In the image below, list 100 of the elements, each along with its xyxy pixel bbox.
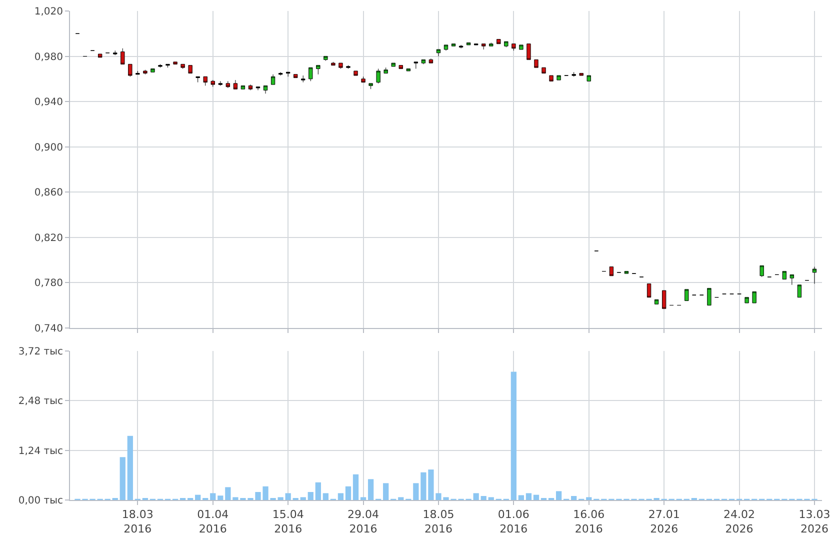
bar: [210, 493, 216, 500]
candlestick: [278, 72, 283, 76]
candlestick: [203, 76, 208, 86]
candlestick: [489, 42, 494, 46]
candlestick: [451, 44, 456, 46]
x-tick-label: 01.04 2016: [197, 508, 229, 536]
bar: [526, 493, 532, 500]
candlestick: [263, 85, 268, 94]
bar: [315, 482, 321, 500]
candlestick: [782, 271, 786, 280]
x-tick-label: 24.02 2026: [724, 508, 756, 536]
bar: [398, 497, 404, 500]
bar: [556, 491, 562, 500]
y-tick-label: 0,860: [34, 188, 63, 199]
y-tick-label: 0,00 тыс: [18, 496, 63, 507]
y-tick-label: 2,48 тыс: [18, 396, 63, 408]
bar: [383, 483, 389, 500]
x-tick-label: 01.06 2016: [498, 508, 530, 536]
candlestick: [188, 65, 192, 74]
candlestick: [579, 72, 584, 76]
candlestick: [361, 76, 366, 83]
candlestick: [120, 48, 125, 64]
candlestick: [376, 68, 380, 84]
candlestick: [128, 64, 132, 77]
bar: [352, 474, 359, 500]
y-tick-label: 1,020: [34, 6, 63, 18]
bar: [345, 486, 352, 500]
candlestick: [654, 299, 659, 304]
candlestick: [752, 291, 756, 304]
bar: [533, 494, 540, 500]
candlestick: [707, 288, 712, 306]
bar: [195, 494, 201, 500]
x-tick-label: 18.03 2016: [122, 508, 154, 536]
x-tick-label: 18.05 2016: [422, 508, 454, 536]
candlestick: [308, 67, 313, 82]
x-tick-label: 16.06 2016: [573, 508, 605, 536]
candlestick: [534, 59, 538, 68]
candlestick: [436, 49, 441, 57]
bar: [285, 493, 291, 500]
bar: [218, 496, 224, 500]
candlestick: [346, 65, 350, 69]
candlestick: [113, 50, 118, 56]
x-tick-label: 29.04 2016: [348, 508, 380, 536]
candlestick: [542, 67, 546, 74]
candlestick: [646, 283, 652, 298]
candlestick: [270, 74, 276, 85]
candlestick: [744, 297, 749, 304]
bar: [480, 496, 486, 500]
candlestick: [797, 284, 802, 298]
candlestick: [414, 62, 418, 69]
y-tick-label: 3,72 тыс: [18, 346, 63, 358]
candlestick: [406, 68, 410, 72]
candlestick: [294, 74, 298, 78]
bar: [338, 493, 344, 500]
candlestick: [196, 76, 200, 83]
candlestick: [572, 72, 576, 77]
x-tick-label: 15.04 2016: [272, 508, 304, 536]
x-tick-label: 27.01 2026: [648, 508, 680, 536]
y-tick-label: 0,940: [34, 97, 63, 108]
bar: [488, 497, 494, 500]
candlestick: [338, 62, 343, 69]
candlestick: [790, 274, 794, 286]
bar: [308, 492, 314, 500]
candlestick: [256, 86, 260, 90]
candlestick: [391, 62, 396, 67]
candlestick: [158, 64, 162, 68]
candlestick: [496, 39, 501, 44]
y-tick-label: 0,740: [34, 323, 63, 334]
candlestick: [398, 65, 403, 69]
candlestick: [384, 67, 388, 74]
y-tick-label: 0,900: [34, 142, 63, 154]
y-tick-label: 0,780: [34, 278, 63, 290]
candlestick: [760, 265, 764, 278]
y-tick-label: 1,24 тыс: [18, 446, 63, 457]
bar: [368, 479, 374, 500]
candlestick: [136, 70, 140, 75]
candlestick: [466, 42, 471, 46]
bar: [300, 497, 306, 500]
candlestick: [316, 65, 320, 75]
bar: [360, 497, 366, 500]
candlestick: [512, 44, 516, 51]
candlestick: [504, 41, 508, 48]
candlestick: [609, 266, 614, 276]
candlestick: [150, 68, 155, 72]
candlestick: [233, 80, 238, 90]
bar: [225, 487, 231, 500]
x-tick-label: 13.03 2026: [798, 508, 830, 536]
candlestick: [549, 75, 554, 82]
candlestick: [812, 266, 817, 284]
candlestick: [248, 84, 253, 90]
candlestick: [586, 75, 591, 82]
y-tick-label: 0,980: [34, 52, 63, 63]
candlestick: [166, 64, 170, 68]
candlestick: [662, 290, 666, 309]
candlestick: [444, 44, 448, 51]
candlestick: [368, 83, 373, 90]
candlestick: [210, 80, 215, 88]
bar: [120, 457, 126, 500]
candlestick: [331, 62, 336, 66]
candlestick: [482, 44, 486, 50]
